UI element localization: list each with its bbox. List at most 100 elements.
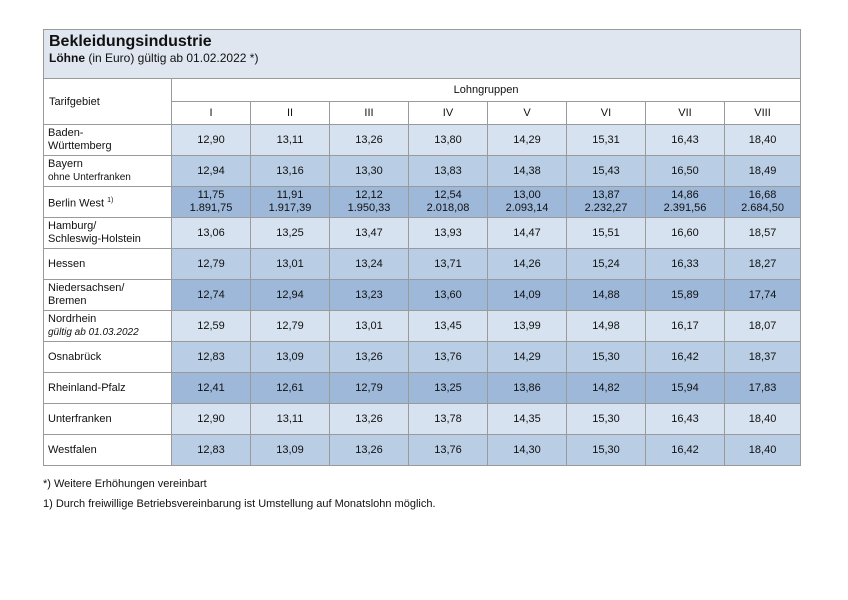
wage-cell: 12,79 [171,248,251,280]
table-row: Osnabrück 12,83 13,09 13,26 13,76 14,29 15,30 1… [43,341,802,373]
wage-cell: 18,40 [723,403,802,435]
wage-cell: 18,07 [723,310,802,342]
hourly-wage: 12,79 [197,257,225,270]
hourly-wage: 15,43 [592,164,620,177]
hourly-wage: 18,37 [748,350,777,363]
wage-cell: 13,26 [329,124,409,156]
region-validity-note: gültig ab 01.03.2022 [48,327,139,338]
wage-cell: 16,43 [645,124,725,156]
hourly-wage: 18,57 [748,226,777,239]
wage-cell: 14,98 [566,310,646,342]
hourly-wage: 13,60 [434,288,462,301]
page-subtitle: Löhne (in Euro) gültig ab 01.02.2022 *) [49,51,795,65]
footnote-marker: 1) [107,196,114,204]
wage-cell: 13,23 [329,279,409,311]
table-body: Baden- Württemberg 12,90 13,11 13,26 13,80 14,… [43,124,802,466]
wage-cell: 12,41 [171,372,251,404]
hourly-wage: 16,43 [671,412,699,425]
hourly-wage: 13,45 [434,319,462,332]
table-row: Westfalen 12,83 13,09 13,26 13,76 14,30 15,30 1… [43,434,802,466]
wage-cell: 14,86 2.391,56 [645,186,725,218]
lohngruppen-row: I II III IV V VI VII VIII [44,101,802,125]
monthly-wage: 2.093,14 [505,202,549,214]
region-name: Osnabrück [48,350,102,363]
hourly-wage: 18,49 [748,164,777,177]
region-note: ohne Unterfranken [48,172,131,183]
region-name: Nordrhein [48,313,97,325]
wage-cell: 15,30 [566,341,646,373]
wage-cell: 12,90 [171,403,251,435]
hourly-wage: 15,51 [592,226,620,239]
wage-cell: 16,43 [645,403,725,435]
lohngruppe-header: VII [645,101,725,125]
hourly-wage: 13,23 [355,288,383,301]
hourly-wage: 12,83 [197,350,225,363]
region-label: Hamburg/Schleswig-Holstein [43,217,172,249]
wage-cell: 15,31 [566,124,646,156]
wage-cell: 13,25 [408,372,488,404]
hourly-wage: 16,17 [671,319,699,332]
hourly-wage: 16,68 [748,189,777,201]
region-name: Hamburg/ [48,220,97,232]
wage-cell: 16,60 [645,217,725,249]
wage-cell: 13,11 [250,124,330,156]
wage-cell: 13,93 [408,217,488,249]
hourly-wage: 13,06 [197,226,225,239]
wage-cell: 18,57 [723,217,802,249]
region-label: Unterfranken [43,403,172,435]
hourly-wage: 14,29 [513,350,541,363]
wage-cell: 13,76 [408,341,488,373]
wage-cell: 13,01 [329,310,409,342]
table-row: Niedersachsen/Bremen 12,74 12,94 13,23 13,60… [43,279,802,311]
wage-cell: 12,83 [171,341,251,373]
wage-cell: 16,42 [645,434,725,466]
table-row: Berlin West 1) 11,75 1.891,75 11,91 1.917,39… [43,186,802,218]
lohngruppe-header: VI [566,101,646,125]
wage-cell: 12,74 [171,279,251,311]
table-row: Baden- Württemberg 12,90 13,11 13,26 13,80 14,… [43,124,802,156]
wage-cell: 13,09 [250,341,330,373]
table-row: Bayern ohne Unterfranken 12,94 13,16 13,30 13… [43,155,802,187]
region-label: Westfalen [43,434,172,466]
wage-cell: 13,06 [171,217,251,249]
wage-cell: 15,43 [566,155,646,187]
hourly-wage: 12,79 [355,381,383,394]
wage-cell: 12,83 [171,434,251,466]
hourly-wage: 15,30 [592,443,620,456]
wage-cell: 13,76 [408,434,488,466]
wage-cell: 14,82 [566,372,646,404]
hourly-wage: 12,54 [434,189,462,201]
hourly-wage: 14,26 [513,257,541,270]
tarifgebiet-header: Tarifgebiet [43,78,172,125]
hourly-wage: 14,86 [671,189,699,201]
hourly-wage: 13,87 [592,189,620,201]
region-name: Bayern [48,158,83,170]
wage-cell: 14,38 [487,155,567,187]
wage-cell: 12,59 [171,310,251,342]
region-label: Baden- Württemberg [43,124,172,156]
hourly-wage: 13,16 [276,164,304,177]
wage-cell: 12,54 2.018,08 [408,186,488,218]
wage-cell: 17,83 [723,372,802,404]
wage-cell: 15,94 [645,372,725,404]
region-label: Hessen [43,248,172,280]
hourly-wage: 12,61 [276,381,304,394]
hourly-wage: 13,26 [355,412,383,425]
hourly-wage: 13,09 [276,443,304,456]
hourly-wage: 13,26 [355,350,383,363]
wage-cell: 13,00 2.093,14 [487,186,567,218]
table-row: Hessen 12,79 13,01 13,24 13,71 14,26 15,24 16,3… [43,248,802,280]
wage-cell: 13,60 [408,279,488,311]
region-name: Bremen [48,295,87,307]
region-label: Niedersachsen/Bremen [43,279,172,311]
wage-cell: 18,27 [723,248,802,280]
wage-cell: 14,09 [487,279,567,311]
wage-cell: 16,42 [645,341,725,373]
lohngruppe-header: III [329,101,409,125]
hourly-wage: 13,30 [355,164,383,177]
wage-cell: 12,94 [250,279,330,311]
region-label: Rheinland-Pfalz [43,372,172,404]
hourly-wage: 16,33 [671,257,699,270]
hourly-wage: 15,24 [592,257,620,270]
wage-cell: 13,25 [250,217,330,249]
